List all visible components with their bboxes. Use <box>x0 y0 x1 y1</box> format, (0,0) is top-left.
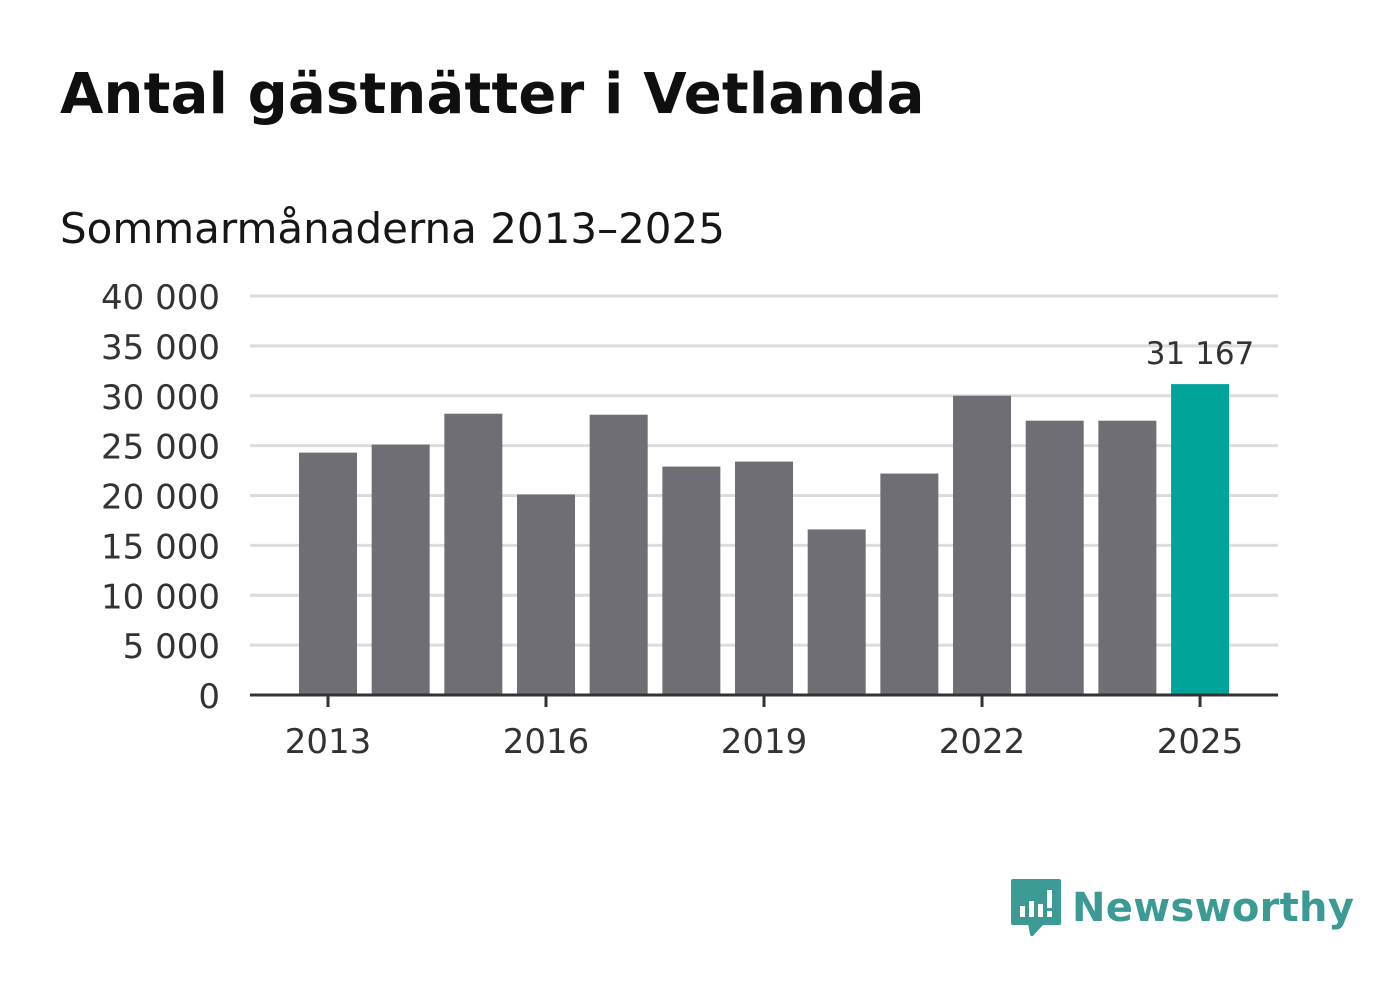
bar-2022 <box>953 395 1012 695</box>
brand-name: Newsworthy <box>1072 885 1355 931</box>
bar-2019 <box>735 461 794 695</box>
bar-2020 <box>807 529 866 695</box>
x-tick-label: 2013 <box>285 722 372 762</box>
chart-subtitle: Sommarmånaderna 2013–2025 <box>60 204 725 253</box>
x-tick-label: 2022 <box>939 722 1026 762</box>
y-tick-label: 20 000 <box>101 478 220 518</box>
bar-2023 <box>1025 420 1084 695</box>
bar-2015 <box>444 413 503 695</box>
x-tick-label: 2025 <box>1157 722 1244 762</box>
bar-2018 <box>662 466 721 695</box>
bar-2017 <box>589 414 648 695</box>
chart-title: Antal gästnätter i Vetlanda <box>60 62 925 127</box>
bar-2021 <box>880 473 939 695</box>
y-tick-label: 30 000 <box>101 378 220 418</box>
x-tick-label: 2019 <box>721 722 808 762</box>
y-tick-label: 15 000 <box>101 527 220 567</box>
y-tick-label: 0 <box>198 677 220 717</box>
y-tick-label: 25 000 <box>101 428 220 468</box>
y-tick-label: 10 000 <box>101 577 220 617</box>
x-tick-label: 2016 <box>503 722 590 762</box>
y-tick-label: 5 000 <box>123 627 220 667</box>
bar-2024 <box>1098 420 1157 695</box>
data-label: 31 167 <box>1146 336 1254 372</box>
y-tick-label: 35 000 <box>101 328 220 368</box>
bar-2014 <box>371 444 430 695</box>
bar-chart-bubble-icon <box>1011 879 1061 936</box>
bar-2025 <box>1171 384 1230 695</box>
bar-2013 <box>299 452 357 695</box>
bar-2016 <box>517 494 576 695</box>
newsworthy-logo: Newsworthy <box>1010 878 1354 938</box>
y-tick-label: 40 000 <box>101 278 220 318</box>
